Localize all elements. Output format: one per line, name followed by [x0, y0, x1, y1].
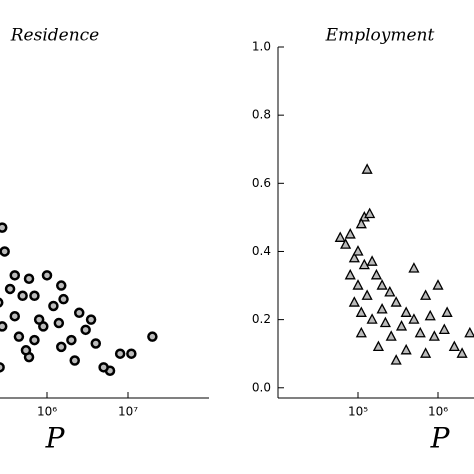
point: [432, 279, 444, 290]
point: [126, 348, 137, 359]
point: [348, 251, 360, 263]
y-tick-label: 0.2: [252, 312, 271, 326]
point: [366, 313, 378, 324]
point: [348, 296, 360, 307]
point: [4, 283, 16, 295]
point: [395, 320, 408, 331]
panel-title: Residence: [10, 26, 100, 46]
point: [424, 309, 436, 321]
point: [414, 326, 426, 338]
x-tick-label: 10⁶: [37, 405, 57, 419]
point: [379, 316, 391, 328]
y-tick-label: 0.4: [252, 244, 271, 258]
point: [352, 279, 364, 290]
point: [376, 279, 388, 290]
point: [0, 362, 5, 373]
x-axis-label: P: [430, 422, 451, 455]
point: [438, 323, 450, 334]
point: [390, 354, 402, 365]
y-tick-label: 0.6: [252, 176, 271, 190]
point: [29, 334, 40, 346]
point: [441, 306, 453, 317]
point: [464, 326, 474, 338]
point: [408, 313, 420, 324]
point: [344, 268, 356, 280]
point: [9, 270, 21, 281]
point: [361, 163, 373, 174]
point: [384, 285, 396, 297]
point: [13, 331, 25, 342]
point: [355, 217, 367, 229]
point: [20, 345, 32, 356]
point: [420, 289, 432, 300]
point: [344, 228, 356, 239]
point: [80, 324, 91, 336]
point: [428, 330, 440, 341]
point: [361, 289, 373, 300]
point: [355, 306, 367, 317]
point: [58, 293, 69, 305]
point: [0, 321, 8, 332]
x-tick-label: 10⁵: [348, 405, 368, 419]
point: [66, 334, 77, 346]
point: [56, 280, 67, 291]
point: [56, 341, 67, 353]
point: [334, 231, 346, 242]
point: [372, 340, 385, 352]
point: [23, 273, 35, 284]
point: [400, 343, 412, 355]
point: [98, 362, 109, 373]
point: [48, 300, 59, 312]
point: [390, 296, 402, 307]
point: [90, 338, 102, 349]
point: [85, 314, 97, 325]
point: [0, 222, 8, 233]
x-axis-label: P: [45, 422, 66, 455]
y-tick-label: 1.0: [252, 40, 271, 54]
point: [456, 347, 468, 358]
point: [420, 347, 432, 358]
y-tick-label: 0.8: [252, 108, 271, 122]
point: [41, 270, 53, 281]
point: [69, 355, 80, 366]
point: [352, 245, 364, 256]
point: [17, 290, 28, 302]
point: [147, 331, 158, 342]
point: [9, 310, 21, 322]
x-tick-label: 10⁶: [428, 405, 448, 419]
panel-title: Employment: [325, 26, 435, 46]
point: [370, 268, 383, 280]
point: [114, 348, 126, 359]
point: [0, 297, 4, 308]
point: [448, 340, 460, 352]
point: [355, 326, 367, 338]
x-tick-label: 10⁷: [118, 405, 138, 419]
point: [0, 246, 10, 257]
point: [364, 207, 376, 219]
point: [408, 262, 420, 273]
point: [376, 303, 388, 314]
point: [340, 238, 352, 249]
point: [366, 255, 378, 266]
point: [29, 290, 40, 302]
point: [53, 317, 65, 329]
y-tick-label: 0.0: [252, 380, 271, 394]
point: [385, 330, 397, 341]
point: [33, 314, 45, 325]
point: [358, 258, 370, 270]
point: [73, 307, 85, 319]
point: [400, 306, 412, 317]
